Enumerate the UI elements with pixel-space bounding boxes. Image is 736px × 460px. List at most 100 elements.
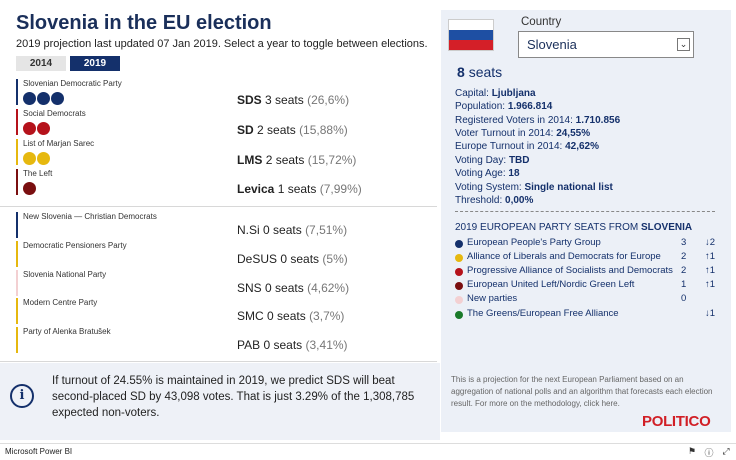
party-result: Levica 1 seats (7,99%) xyxy=(237,182,362,196)
party-row[interactable]: New Slovenia — Christian Democrats N.Si … xyxy=(16,212,426,240)
group-row[interactable]: Alliance of Liberals and Democrats for E… xyxy=(455,251,725,265)
country-select[interactable]: Slovenia ⌄ xyxy=(518,31,694,58)
section-divider xyxy=(0,206,437,207)
party-name: Slovenian Democratic Party xyxy=(23,79,122,88)
fact-label: Registered Voters in 2014: xyxy=(455,115,573,126)
seat-dot xyxy=(37,122,50,135)
fact-label: Voting Day: xyxy=(455,155,507,166)
flag-stripe xyxy=(449,39,493,50)
fact-capital: Capital: Ljubljana xyxy=(455,88,536,99)
fact-label: Capital: xyxy=(455,88,489,99)
politico-logo: POLITICO xyxy=(642,413,711,430)
group-title-country: SLOVENIA xyxy=(640,222,693,233)
party-result: SD 2 seats (15,88%) xyxy=(237,123,348,137)
group-seats: 3 xyxy=(681,237,687,248)
party-pct: (3,7%) xyxy=(309,309,345,323)
party-row[interactable]: Modern Centre Party SMC 0 seats (3,7%) xyxy=(16,298,426,326)
party-pct: (26,6%) xyxy=(307,93,350,107)
group-row[interactable]: European United Left/Nordic Green Left 1… xyxy=(455,279,725,293)
party-result: PAB 0 seats (3,41%) xyxy=(237,338,348,352)
party-pct: (15,72%) xyxy=(307,153,357,167)
fact-value: 42,62% xyxy=(565,141,600,152)
flag-icon[interactable]: ⚑ xyxy=(687,446,697,456)
party-abbr: LMS xyxy=(237,153,263,167)
party-row[interactable]: Slovenian Democratic Party SDS 3 seats (… xyxy=(16,79,426,109)
group-change: ↓1 xyxy=(705,308,716,319)
party-row[interactable]: Social Democrats SD 2 seats (15,88%) xyxy=(16,109,426,139)
info-icon[interactable]: ⓘ xyxy=(704,448,714,458)
fact-label: Threshold: xyxy=(455,195,503,206)
tab-2014[interactable]: 2014 xyxy=(16,56,66,71)
party-color-bar xyxy=(16,79,18,105)
party-color-bar xyxy=(16,270,18,296)
group-row[interactable]: The Greens/European Free Alliance ↓1 xyxy=(455,308,725,322)
party-row[interactable]: List of Marjan Sarec LMS 2 seats (15,72%… xyxy=(16,139,426,169)
fact-label: Voting System: xyxy=(455,182,522,193)
party-abbr: PAB xyxy=(237,338,261,352)
fact-voting-day: Voting Day: TBD xyxy=(455,155,530,166)
seat-dot xyxy=(37,152,50,165)
group-row[interactable]: Progressive Alliance of Socialists and D… xyxy=(455,265,725,279)
expand-icon[interactable]: ⤢ xyxy=(722,446,730,456)
party-pct: (7,51%) xyxy=(305,223,348,237)
party-row[interactable]: Party of Alenka Bratušek PAB 0 seats (3,… xyxy=(16,327,426,355)
party-pct: (3,41%) xyxy=(305,338,348,352)
chevron-down-icon[interactable]: ⌄ xyxy=(677,38,690,51)
group-seats: 0 xyxy=(681,293,687,304)
seat-dot xyxy=(23,182,36,195)
fact-value: 18 xyxy=(508,168,520,179)
party-name: Modern Centre Party xyxy=(23,298,98,307)
seat-dots xyxy=(23,182,37,196)
party-name: Slovenia National Party xyxy=(23,270,107,279)
party-pct: (15,88%) xyxy=(299,123,348,137)
fact-population: Population: 1.966.814 xyxy=(455,101,552,112)
prediction-info-box: i If turnout of 24.55% is maintained in … xyxy=(0,363,440,440)
group-row[interactable]: European People's Party Group 3 ↓2 xyxy=(455,237,725,251)
group-seats: 2 xyxy=(681,265,687,276)
party-row[interactable]: Slovenia National Party SNS 0 seats (4,6… xyxy=(16,270,426,298)
fact-threshold: Threshold: 0,00% xyxy=(455,195,533,206)
party-row[interactable]: Democratic Pensioners Party DeSUS 0 seat… xyxy=(16,241,426,269)
group-seats-title: 2019 EUROPEAN PARTY SEATS FROM SLOVENIA xyxy=(455,222,692,233)
party-seats: 3 seats xyxy=(265,93,304,107)
seat-dots xyxy=(23,122,51,136)
group-title-prefix: 2019 EUROPEAN PARTY SEATS FROM xyxy=(455,222,639,233)
slovenia-flag-icon xyxy=(448,19,494,51)
party-row[interactable]: The Left Levica 1 seats (7,99%) xyxy=(16,169,426,199)
seat-dot xyxy=(23,122,36,135)
party-color-bar xyxy=(16,298,18,324)
fact-voting-system: Voting System: Single national list xyxy=(455,182,613,193)
country-select-value: Slovenia xyxy=(527,37,577,52)
left-panel: Slovenia in the EU election 2019 project… xyxy=(0,12,440,440)
tab-2019[interactable]: 2019 xyxy=(70,56,120,71)
party-seats: 1 seats xyxy=(277,182,317,196)
party-result: SDS 3 seats (26,6%) xyxy=(237,93,349,107)
party-seats: 0 seats xyxy=(263,338,303,352)
party-color-bar xyxy=(16,327,18,353)
party-seats: 2 seats xyxy=(257,123,296,137)
party-seats: 0 seats xyxy=(263,223,302,237)
seat-dots xyxy=(23,92,65,106)
party-result: DeSUS 0 seats (5%) xyxy=(237,252,348,266)
country-panel: Country Slovenia ⌄ 8 seats Capital: Ljub… xyxy=(441,10,731,432)
group-color-dot xyxy=(455,240,463,248)
party-color-bar xyxy=(16,109,18,135)
flag-stripe xyxy=(449,20,493,30)
party-result: SNS 0 seats (4,62%) xyxy=(237,281,349,295)
party-color-bar xyxy=(16,241,18,267)
methodology-note[interactable]: This is a projection for the next Europe… xyxy=(451,375,713,408)
party-pct: (7,99%) xyxy=(319,182,362,196)
page-subtitle: 2019 projection last updated 07 Jan 2019… xyxy=(16,38,428,50)
fact-value: 1.710.856 xyxy=(575,115,621,126)
party-result: N.Si 0 seats (7,51%) xyxy=(237,223,347,237)
prediction-text: If turnout of 24.55% is maintained in 20… xyxy=(52,375,415,419)
group-row[interactable]: New parties 0 xyxy=(455,293,725,307)
group-color-dot xyxy=(455,296,463,304)
fact-label: Population: xyxy=(455,101,506,112)
fact-value: Ljubljana xyxy=(491,88,536,99)
seat-dot xyxy=(23,152,36,165)
group-seats: 1 xyxy=(681,279,687,290)
status-app-name: Microsoft Power BI xyxy=(5,447,73,456)
seat-dots xyxy=(23,152,51,166)
